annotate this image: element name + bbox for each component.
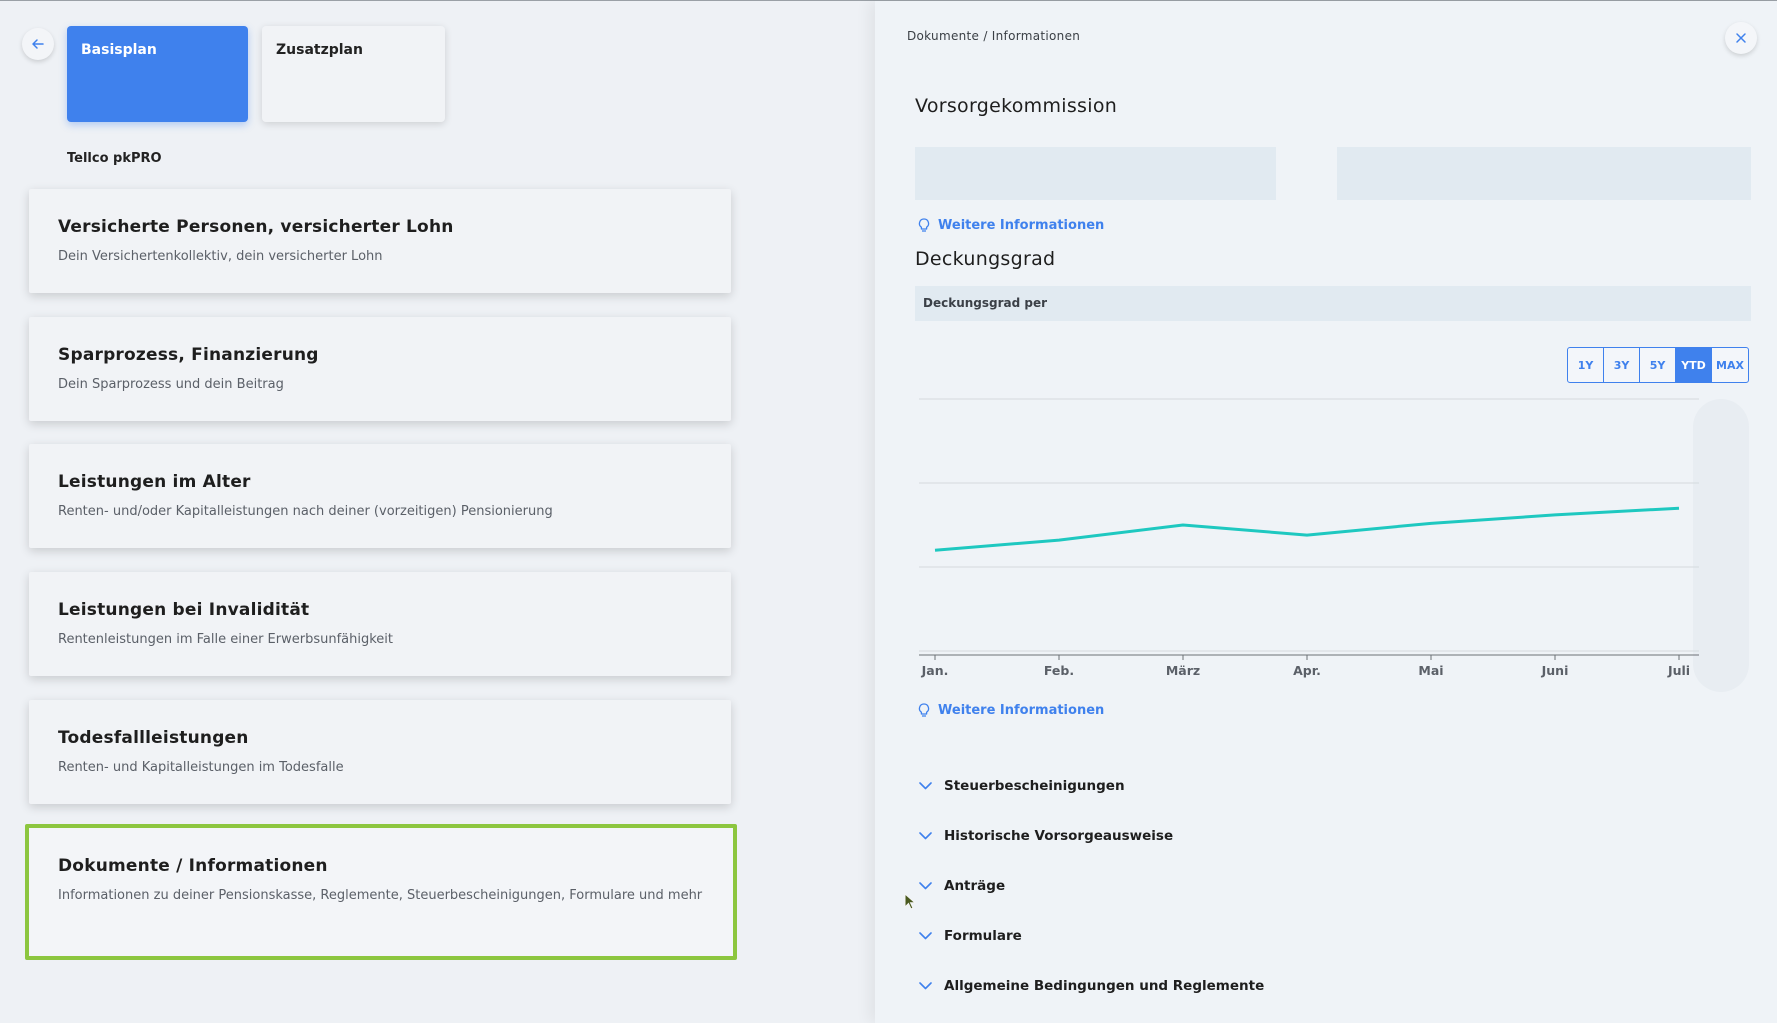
chart-x-tick-label: März bbox=[1166, 663, 1200, 678]
breadcrumb: Dokumente / Informationen bbox=[907, 29, 1081, 43]
accordion-label: Formulare bbox=[944, 928, 1022, 944]
chevron-down-icon bbox=[919, 832, 932, 840]
commission-member-card bbox=[915, 147, 1276, 200]
more-info-link[interactable]: Weitere Informationen bbox=[918, 218, 1104, 233]
menu-card-versicherte-personen[interactable]: Versicherte Personen, versicherter Lohn … bbox=[29, 189, 731, 293]
plan-tab-basisplan[interactable]: Basisplan bbox=[67, 26, 248, 122]
accordion-label: Historische Vorsorgeausweise bbox=[944, 828, 1174, 844]
accordion-label: Anträge bbox=[944, 878, 1006, 894]
accordion-label: Steuerbescheinigungen bbox=[944, 778, 1125, 794]
provider-name: Tellco pkPRO bbox=[67, 151, 162, 166]
left-panel: Basisplan Zusatzplan Tellco pkPRO Versic… bbox=[0, 1, 870, 1023]
accordion-label: Allgemeine Bedingungen und Reglemente bbox=[944, 978, 1265, 994]
accordion-antraege[interactable]: Anträge bbox=[919, 878, 1005, 894]
menu-card-title: Todesfallleistungen bbox=[58, 728, 249, 748]
back-button[interactable] bbox=[22, 28, 54, 60]
chart-x-tick-label: Apr. bbox=[1293, 663, 1321, 678]
chevron-down-icon bbox=[919, 982, 932, 990]
plan-tab-zusatzplan[interactable]: Zusatzplan bbox=[262, 26, 445, 122]
chart-x-tick-label: Feb. bbox=[1044, 663, 1074, 678]
menu-card-subtitle: Renten- und Kapitalleistungen im Todesfa… bbox=[58, 760, 344, 775]
chart-x-tick-label: Juni bbox=[1541, 663, 1569, 678]
chevron-down-icon bbox=[919, 882, 932, 890]
menu-card-sparprozess[interactable]: Sparprozess, Finanzierung Dein Sparproze… bbox=[29, 317, 731, 421]
menu-card-title: Leistungen im Alter bbox=[58, 472, 251, 492]
chart-series-line bbox=[934, 506, 1680, 552]
menu-card-title: Dokumente / Informationen bbox=[58, 856, 328, 876]
lightbulb-icon bbox=[918, 703, 930, 717]
close-button[interactable] bbox=[1725, 22, 1757, 54]
accordion-formulare[interactable]: Formulare bbox=[919, 928, 1022, 944]
menu-card-subtitle: Renten- und/oder Kapitalleistungen nach … bbox=[58, 504, 553, 519]
chart-x-tick-label: Juli bbox=[1667, 663, 1690, 678]
chart-scroll-overlay bbox=[1693, 399, 1749, 692]
menu-card-subtitle: Dein Sparprozess und dein Beitrag bbox=[58, 377, 284, 392]
menu-card-title: Versicherte Personen, versicherter Lohn bbox=[58, 217, 454, 237]
accordion-allgemeine-bedingungen[interactable]: Allgemeine Bedingungen und Reglemente bbox=[919, 978, 1264, 994]
menu-card-title: Sparprozess, Finanzierung bbox=[58, 345, 319, 365]
menu-card-todesfallleistungen[interactable]: Todesfallleistungen Renten- und Kapitall… bbox=[29, 700, 731, 804]
menu-card-dokumente[interactable]: Dokumente / Informationen Informationen … bbox=[25, 824, 737, 960]
vorsorgekommission-title: Vorsorgekommission bbox=[915, 95, 1118, 117]
menu-card-leistungen-invaliditaet[interactable]: Leistungen bei Invalidität Rentenleistun… bbox=[29, 572, 731, 676]
deckungsgrad-chart: Jan. Feb. März Apr. Mai Juni Juli bbox=[919, 398, 1699, 678]
accordion-historische-vorsorgeausweise[interactable]: Historische Vorsorgeausweise bbox=[919, 828, 1173, 844]
accordion-steuerbescheinigungen[interactable]: Steuerbescheinigungen bbox=[919, 778, 1125, 794]
range-ytd-button[interactable]: YTD bbox=[1676, 348, 1712, 382]
deckungsgrad-per-bar: Deckungsgrad per bbox=[915, 286, 1751, 321]
menu-card-title: Leistungen bei Invalidität bbox=[58, 600, 310, 620]
range-3y-button[interactable]: 3Y bbox=[1604, 348, 1640, 382]
top-border bbox=[0, 0, 1777, 1]
menu-card-subtitle: Rentenleistungen im Falle einer Erwerbsu… bbox=[58, 632, 394, 647]
chevron-down-icon bbox=[919, 932, 932, 940]
menu-card-subtitle: Dein Versichertenkollektiv, dein versich… bbox=[58, 249, 383, 264]
range-selector: 1Y 3Y 5Y YTD MAX bbox=[1567, 347, 1749, 383]
range-5y-button[interactable]: 5Y bbox=[1640, 348, 1676, 382]
plan-tab-label: Zusatzplan bbox=[276, 42, 363, 58]
lightbulb-icon bbox=[918, 218, 930, 232]
more-info-link[interactable]: Weitere Informationen bbox=[918, 703, 1104, 718]
plan-tab-label: Basisplan bbox=[81, 42, 157, 58]
deckungsgrad-title: Deckungsgrad bbox=[915, 248, 1056, 270]
commission-member-card bbox=[1337, 147, 1751, 200]
range-max-button[interactable]: MAX bbox=[1716, 358, 1744, 372]
range-1y-button[interactable]: 1Y bbox=[1568, 348, 1604, 382]
menu-card-subtitle: Informationen zu deiner Pensionskasse, R… bbox=[58, 888, 703, 903]
mouse-cursor-icon bbox=[904, 893, 916, 910]
more-info-label: Weitere Informationen bbox=[938, 218, 1105, 233]
chart-x-tick-label: Mai bbox=[1418, 663, 1443, 678]
deckungsgrad-per-label: Deckungsgrad per bbox=[923, 296, 1048, 310]
chevron-down-icon bbox=[919, 782, 932, 790]
arrow-left-icon bbox=[32, 39, 44, 49]
more-info-label: Weitere Informationen bbox=[938, 703, 1105, 718]
chart-x-tick-label: Jan. bbox=[921, 663, 949, 678]
close-icon bbox=[1736, 33, 1746, 43]
detail-panel: Dokumente / Informationen Vorsorgekommis… bbox=[875, 1, 1777, 1023]
menu-card-leistungen-alter[interactable]: Leistungen im Alter Renten- und/oder Kap… bbox=[29, 444, 731, 548]
